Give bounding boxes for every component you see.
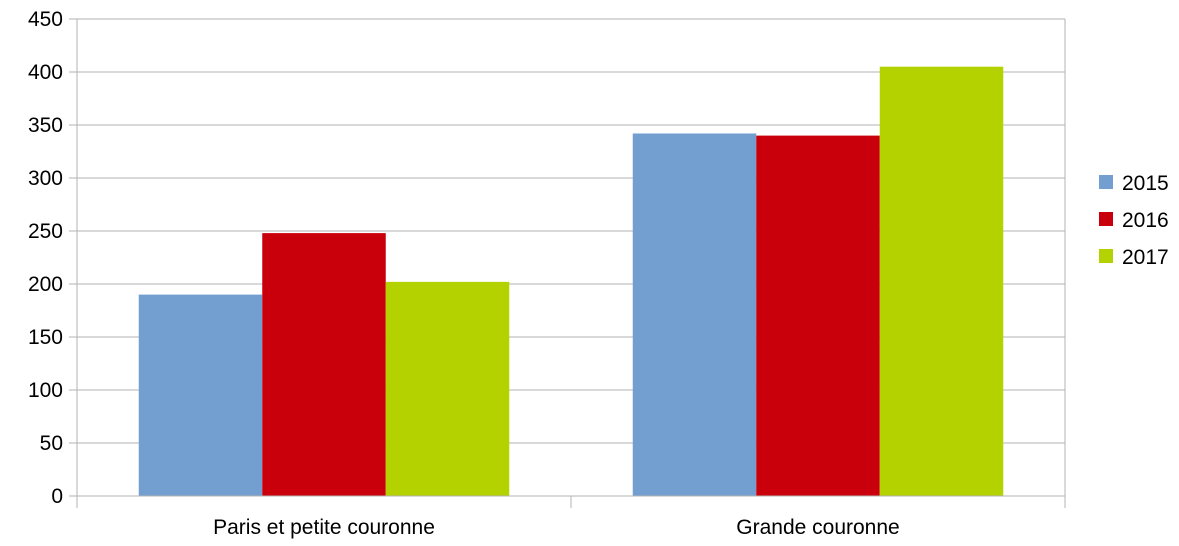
bar-2017-grande-couronne [879, 66, 1004, 496]
y-tick-label: 100 [28, 379, 63, 402]
y-tick-label: 400 [28, 61, 63, 84]
x-category-label: Grande couronne [736, 516, 899, 539]
legend-swatch-2017 [1099, 249, 1113, 263]
bar-2016-grande-couronne [756, 135, 880, 496]
y-tick-label: 350 [28, 114, 63, 137]
bar-2015-paris-et-petite-couronne [138, 294, 263, 496]
y-tick-label: 300 [28, 167, 63, 190]
y-tick-label: 150 [28, 326, 63, 349]
x-category-label: Paris et petite couronne [213, 516, 435, 539]
legend-swatch-2015 [1099, 175, 1113, 189]
y-tick-label: 450 [28, 8, 63, 31]
bars [138, 66, 1004, 497]
bar-2015-grande-couronne [632, 133, 757, 497]
bar-2016-paris-et-petite-couronne [262, 233, 386, 496]
legend-swatch-2016 [1099, 212, 1113, 226]
y-tick-label: 250 [28, 220, 63, 243]
y-tick-label: 50 [40, 432, 63, 455]
y-tick-label: 0 [51, 485, 63, 508]
y-tick-label: 200 [28, 273, 63, 296]
axes: 0 50 100 150 200 250 300 350 400 450 Paris et peti… [28, 8, 1066, 539]
legend-label-2016: 2016 [1122, 209, 1169, 232]
legend-label-2015: 2015 [1122, 172, 1169, 195]
legend: 2015 2016 2017 [1099, 172, 1169, 269]
legend-label-2017: 2017 [1122, 246, 1169, 269]
bar-2017-paris-et-petite-couronne [385, 281, 510, 496]
